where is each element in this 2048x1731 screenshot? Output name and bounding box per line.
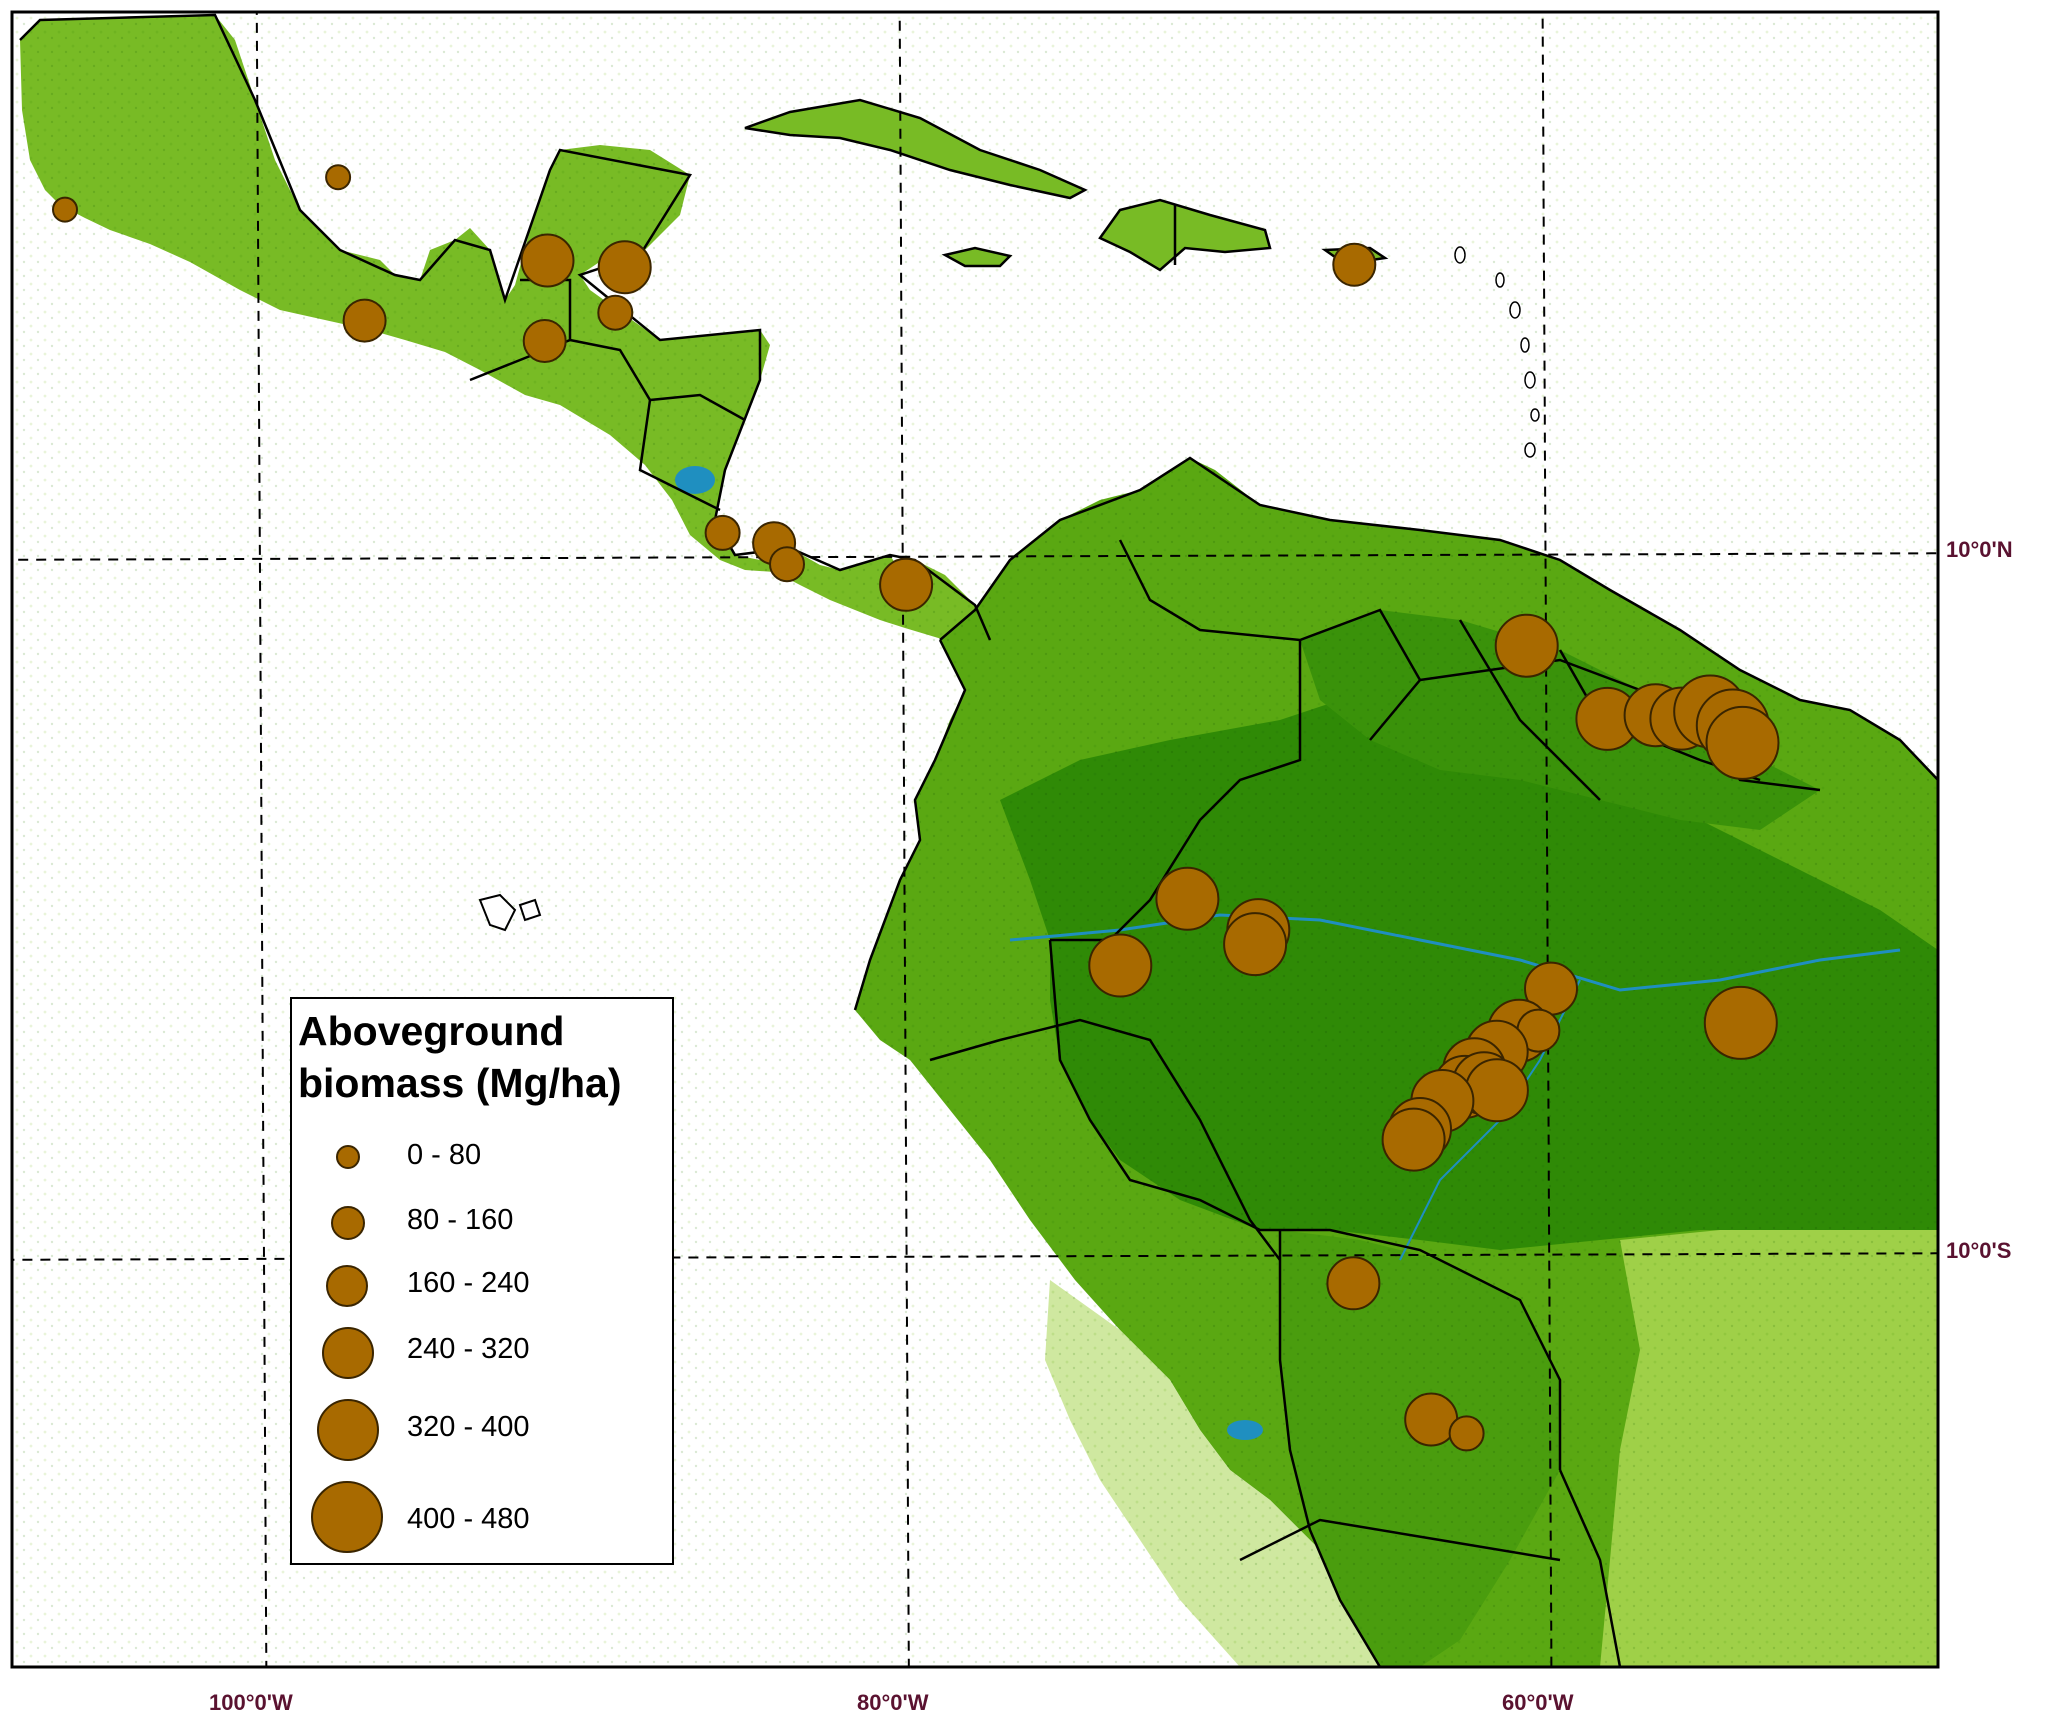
legend-row-1: 80 - 160 xyxy=(292,1204,672,1274)
legend-circle-icon xyxy=(336,1145,360,1169)
biomass-site-marker xyxy=(704,514,741,551)
legend-title: Aboveground biomass (Mg/ha) xyxy=(298,1008,622,1106)
biomass-site-marker xyxy=(1705,705,1780,780)
legend: Aboveground biomass (Mg/ha) 0 - 80 80 - … xyxy=(290,997,674,1565)
meridian-60w xyxy=(1541,12,1553,1667)
legend-circle-icon xyxy=(317,1399,379,1461)
biomass-site-marker xyxy=(1088,933,1153,998)
legend-row-5: 400 - 480 xyxy=(292,1481,672,1567)
biomass-site-marker xyxy=(1155,866,1220,931)
legend-row-3: 240 - 320 xyxy=(292,1327,672,1403)
legend-row-4: 320 - 400 xyxy=(292,1399,672,1479)
legend-row-2: 160 - 240 xyxy=(292,1265,672,1337)
legend-row-0: 0 - 80 xyxy=(292,1139,672,1209)
lon-label-60w: 60°0'W xyxy=(1502,1690,1574,1715)
parallel-10s xyxy=(12,1252,1938,1261)
lat-label-10n: 10°0'N xyxy=(1946,537,2013,562)
biomass-site-marker xyxy=(597,240,652,295)
cuba-island xyxy=(745,100,1085,198)
legend-circle-icon xyxy=(322,1327,374,1379)
biomass-site-marker xyxy=(1381,1107,1446,1172)
galapagos-islands xyxy=(478,893,542,932)
biomass-site-marker xyxy=(1332,242,1377,287)
legend-label: 320 - 400 xyxy=(407,1411,530,1443)
biomass-site-marker xyxy=(325,164,352,191)
biomass-site-marker xyxy=(520,233,575,288)
legend-label: 80 - 160 xyxy=(407,1204,514,1236)
biomass-site-marker xyxy=(597,294,634,331)
lake-nicaragua xyxy=(675,466,715,494)
biomass-site-markers xyxy=(52,164,1780,1452)
lesser-antilles xyxy=(1454,246,1540,458)
biomass-site-marker xyxy=(769,546,805,583)
biomass-site-marker xyxy=(1703,985,1778,1060)
lon-label-80w: 80°0'W xyxy=(857,1690,929,1715)
lon-label-100w: 100°0'W xyxy=(209,1690,293,1715)
map-frame-border xyxy=(10,10,1940,1669)
legend-label: 0 - 80 xyxy=(407,1139,482,1171)
legend-circle-icon xyxy=(311,1481,383,1553)
biomass-site-marker xyxy=(342,298,387,343)
biomass-site-marker xyxy=(1326,1256,1381,1311)
legend-circle-icon xyxy=(331,1206,365,1240)
hispaniola-island xyxy=(1100,200,1270,270)
lake-titicaca xyxy=(1227,1420,1263,1440)
parallel-10n xyxy=(12,552,1938,561)
biomass-site-marker xyxy=(1464,1058,1529,1123)
biomass-site-marker xyxy=(1223,912,1288,977)
biomass-site-marker xyxy=(1494,613,1559,678)
legend-circle-icon xyxy=(326,1265,368,1307)
legend-label: 400 - 480 xyxy=(407,1503,530,1535)
biomass-site-marker xyxy=(1448,1415,1485,1452)
meridian-80w xyxy=(898,12,910,1667)
meridian-100w xyxy=(255,12,268,1667)
legend-label: 160 - 240 xyxy=(407,1267,530,1299)
lat-label-10s: 10°0'S xyxy=(1946,1238,2012,1263)
biomass-site-marker xyxy=(879,557,934,612)
biomass-site-marker xyxy=(522,319,567,363)
legend-label: 240 - 320 xyxy=(407,1333,530,1365)
biomass-site-marker xyxy=(52,196,78,223)
